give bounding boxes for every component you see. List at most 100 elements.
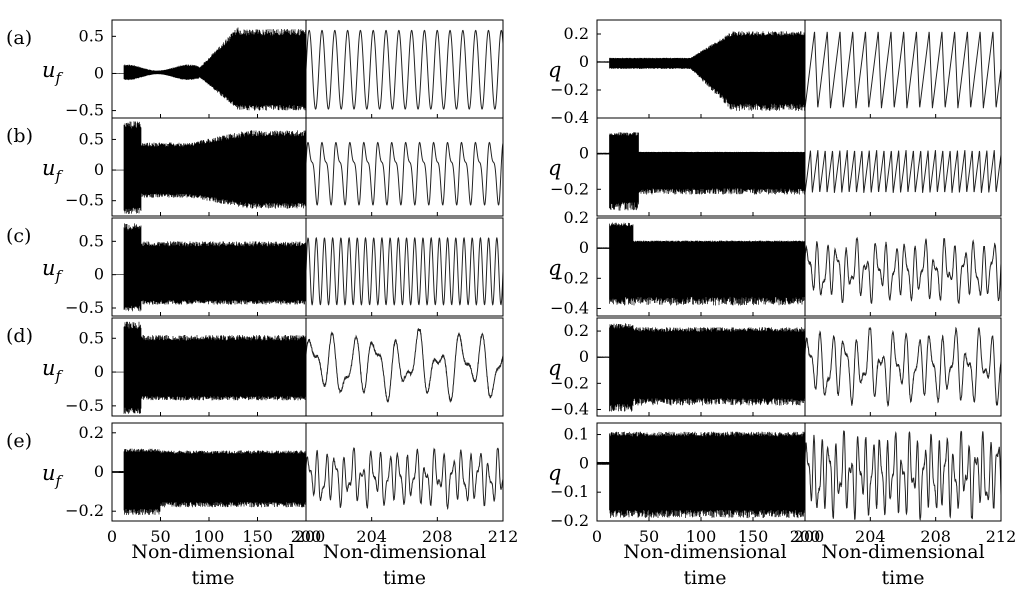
y-tick-label: −0.5 xyxy=(65,101,104,120)
y-axis-label: q xyxy=(548,461,561,485)
y-tick-label: −0.5 xyxy=(65,298,104,317)
panel-label: (e) xyxy=(6,430,32,452)
y-axis-subscript: f xyxy=(55,69,64,87)
panel-0-0: 0.5 0 −0.5 (a) uf xyxy=(6,19,504,120)
panel-label: (d) xyxy=(6,325,33,347)
x-tick-label: 200 xyxy=(295,527,326,546)
y-tick-label: 0 xyxy=(94,265,104,284)
x-tick-label: 150 xyxy=(738,527,769,546)
x-tick-label: 200 xyxy=(794,527,825,546)
x-tick-label: 0 xyxy=(107,527,117,546)
y-tick-label: −0.4 xyxy=(550,298,589,317)
x-tick-label: 200 xyxy=(790,527,821,546)
x-tick-label: 100 xyxy=(686,527,717,546)
y-tick-label: −0.1 xyxy=(550,482,589,501)
zoom-time-series-0-3 xyxy=(305,327,504,404)
x-axis-label-line2: time xyxy=(192,567,235,589)
panel-0-1: 0.5 0 −0.5 (b) uf xyxy=(6,117,504,217)
panel-0-2: 0.5 0 −0.5 (c) uf xyxy=(6,217,504,317)
x-tick-label: 0 xyxy=(592,527,602,546)
y-axis-variable: q xyxy=(548,156,561,180)
x-axis-label-line1: Non-dimensional xyxy=(623,541,786,563)
y-axis-label: q xyxy=(548,356,561,380)
y-tick-label: 0 xyxy=(579,52,589,71)
x-axis-label-line1: Non-dimensional xyxy=(821,541,984,563)
y-tick-label: 0.2 xyxy=(564,321,589,340)
y-axis-subscript: f xyxy=(55,267,64,285)
y-tick-label: −0.2 xyxy=(550,80,589,99)
x-tick-label: 204 xyxy=(356,527,387,546)
zoom-time-series-0-4 xyxy=(305,446,504,510)
y-tick-label: 0 xyxy=(94,160,104,179)
long-time-series-1-0 xyxy=(596,31,806,111)
x-tick-label: 204 xyxy=(855,527,886,546)
y-tick-label: −0.2 xyxy=(65,501,104,520)
x-tick-label: 50 xyxy=(150,527,170,546)
y-tick-label: −0.2 xyxy=(550,373,589,392)
y-tick-label: 0 xyxy=(94,462,104,481)
y-axis-variable: u xyxy=(42,356,56,380)
x-axis-label-line2: time xyxy=(684,567,727,589)
x-tick-label: 212 xyxy=(986,527,1017,546)
y-tick-label: 0.2 xyxy=(79,423,104,442)
x-tick-label: 50 xyxy=(639,527,659,546)
y-tick-label: 0.2 xyxy=(564,208,589,227)
panel-0-3: 0.5 0 −0.5 (d) uf xyxy=(6,317,504,417)
y-tick-label: 0.1 xyxy=(564,425,589,444)
long-time-series-1-3 xyxy=(596,323,806,412)
y-axis-label: q xyxy=(548,156,561,180)
y-tick-label: 0.5 xyxy=(79,129,104,148)
y-tick-label: −0.2 xyxy=(550,511,589,530)
y-tick-label: 0.2 xyxy=(564,24,589,43)
y-axis-label: uf xyxy=(42,461,64,490)
x-tick-label: 200 xyxy=(291,527,322,546)
y-tick-label: −0.4 xyxy=(550,399,589,418)
panel-1-4: 0.1 0 −0.1 −0.2 q xyxy=(548,422,1002,530)
y-axis-label: q xyxy=(548,256,561,280)
long-time-series-1-1 xyxy=(596,132,806,211)
panel-0-4: 0.2 0 −0.2 (e) uf xyxy=(6,422,504,522)
y-axis-label: uf xyxy=(42,58,64,87)
long-time-series-0-4 xyxy=(111,448,307,516)
x-tick-label: 150 xyxy=(242,527,273,546)
y-tick-label: 0 xyxy=(579,453,589,472)
y-axis-variable: q xyxy=(548,461,561,485)
y-axis-subscript: f xyxy=(55,367,64,385)
y-tick-label: 0.5 xyxy=(79,26,104,45)
y-tick-label: −0.2 xyxy=(550,268,589,287)
panel-frame xyxy=(111,217,504,317)
panel-frame xyxy=(596,217,1002,317)
panel-1-2: 0.2 0 −0.2 −0.4 q xyxy=(548,208,1002,317)
y-tick-label: 0 xyxy=(579,238,589,257)
x-tick-label: 212 xyxy=(488,527,519,546)
zoom-time-series-0-1 xyxy=(305,141,504,206)
zoom-time-series-1-4 xyxy=(804,430,1002,521)
x-axis-label-line1: Non-dimensional xyxy=(131,541,294,563)
long-time-series-1-4 xyxy=(596,431,806,519)
long-time-series-0-0 xyxy=(111,27,307,111)
y-axis-variable: q xyxy=(548,256,561,280)
x-tick-label: 208 xyxy=(920,527,951,546)
y-axis-variable: u xyxy=(42,58,56,82)
y-tick-label: 0 xyxy=(579,347,589,366)
long-time-series-0-1 xyxy=(111,121,307,214)
panel-label: (c) xyxy=(6,225,31,247)
panel-1-0: 0.2 0 −0.2 −0.4 q xyxy=(548,19,1002,127)
long-time-series-0-2 xyxy=(111,223,307,312)
panel-label: (b) xyxy=(6,125,33,147)
panel-frame xyxy=(596,422,1002,522)
y-tick-label: −0.5 xyxy=(65,191,104,210)
y-axis-subscript: f xyxy=(55,472,64,490)
y-axis-label: q xyxy=(548,58,561,82)
zoom-time-series-1-2 xyxy=(804,236,1002,305)
x-tick-label: 208 xyxy=(422,527,453,546)
y-tick-label: 0 xyxy=(94,362,104,381)
y-axis-variable: q xyxy=(548,356,561,380)
x-tick-label: 100 xyxy=(194,527,225,546)
zoom-time-series-0-2 xyxy=(305,236,504,306)
y-tick-label: −0.5 xyxy=(65,396,104,415)
y-axis-label: uf xyxy=(42,356,64,385)
y-tick-label: −0.4 xyxy=(550,108,589,127)
y-tick-label: 0.5 xyxy=(79,231,104,250)
